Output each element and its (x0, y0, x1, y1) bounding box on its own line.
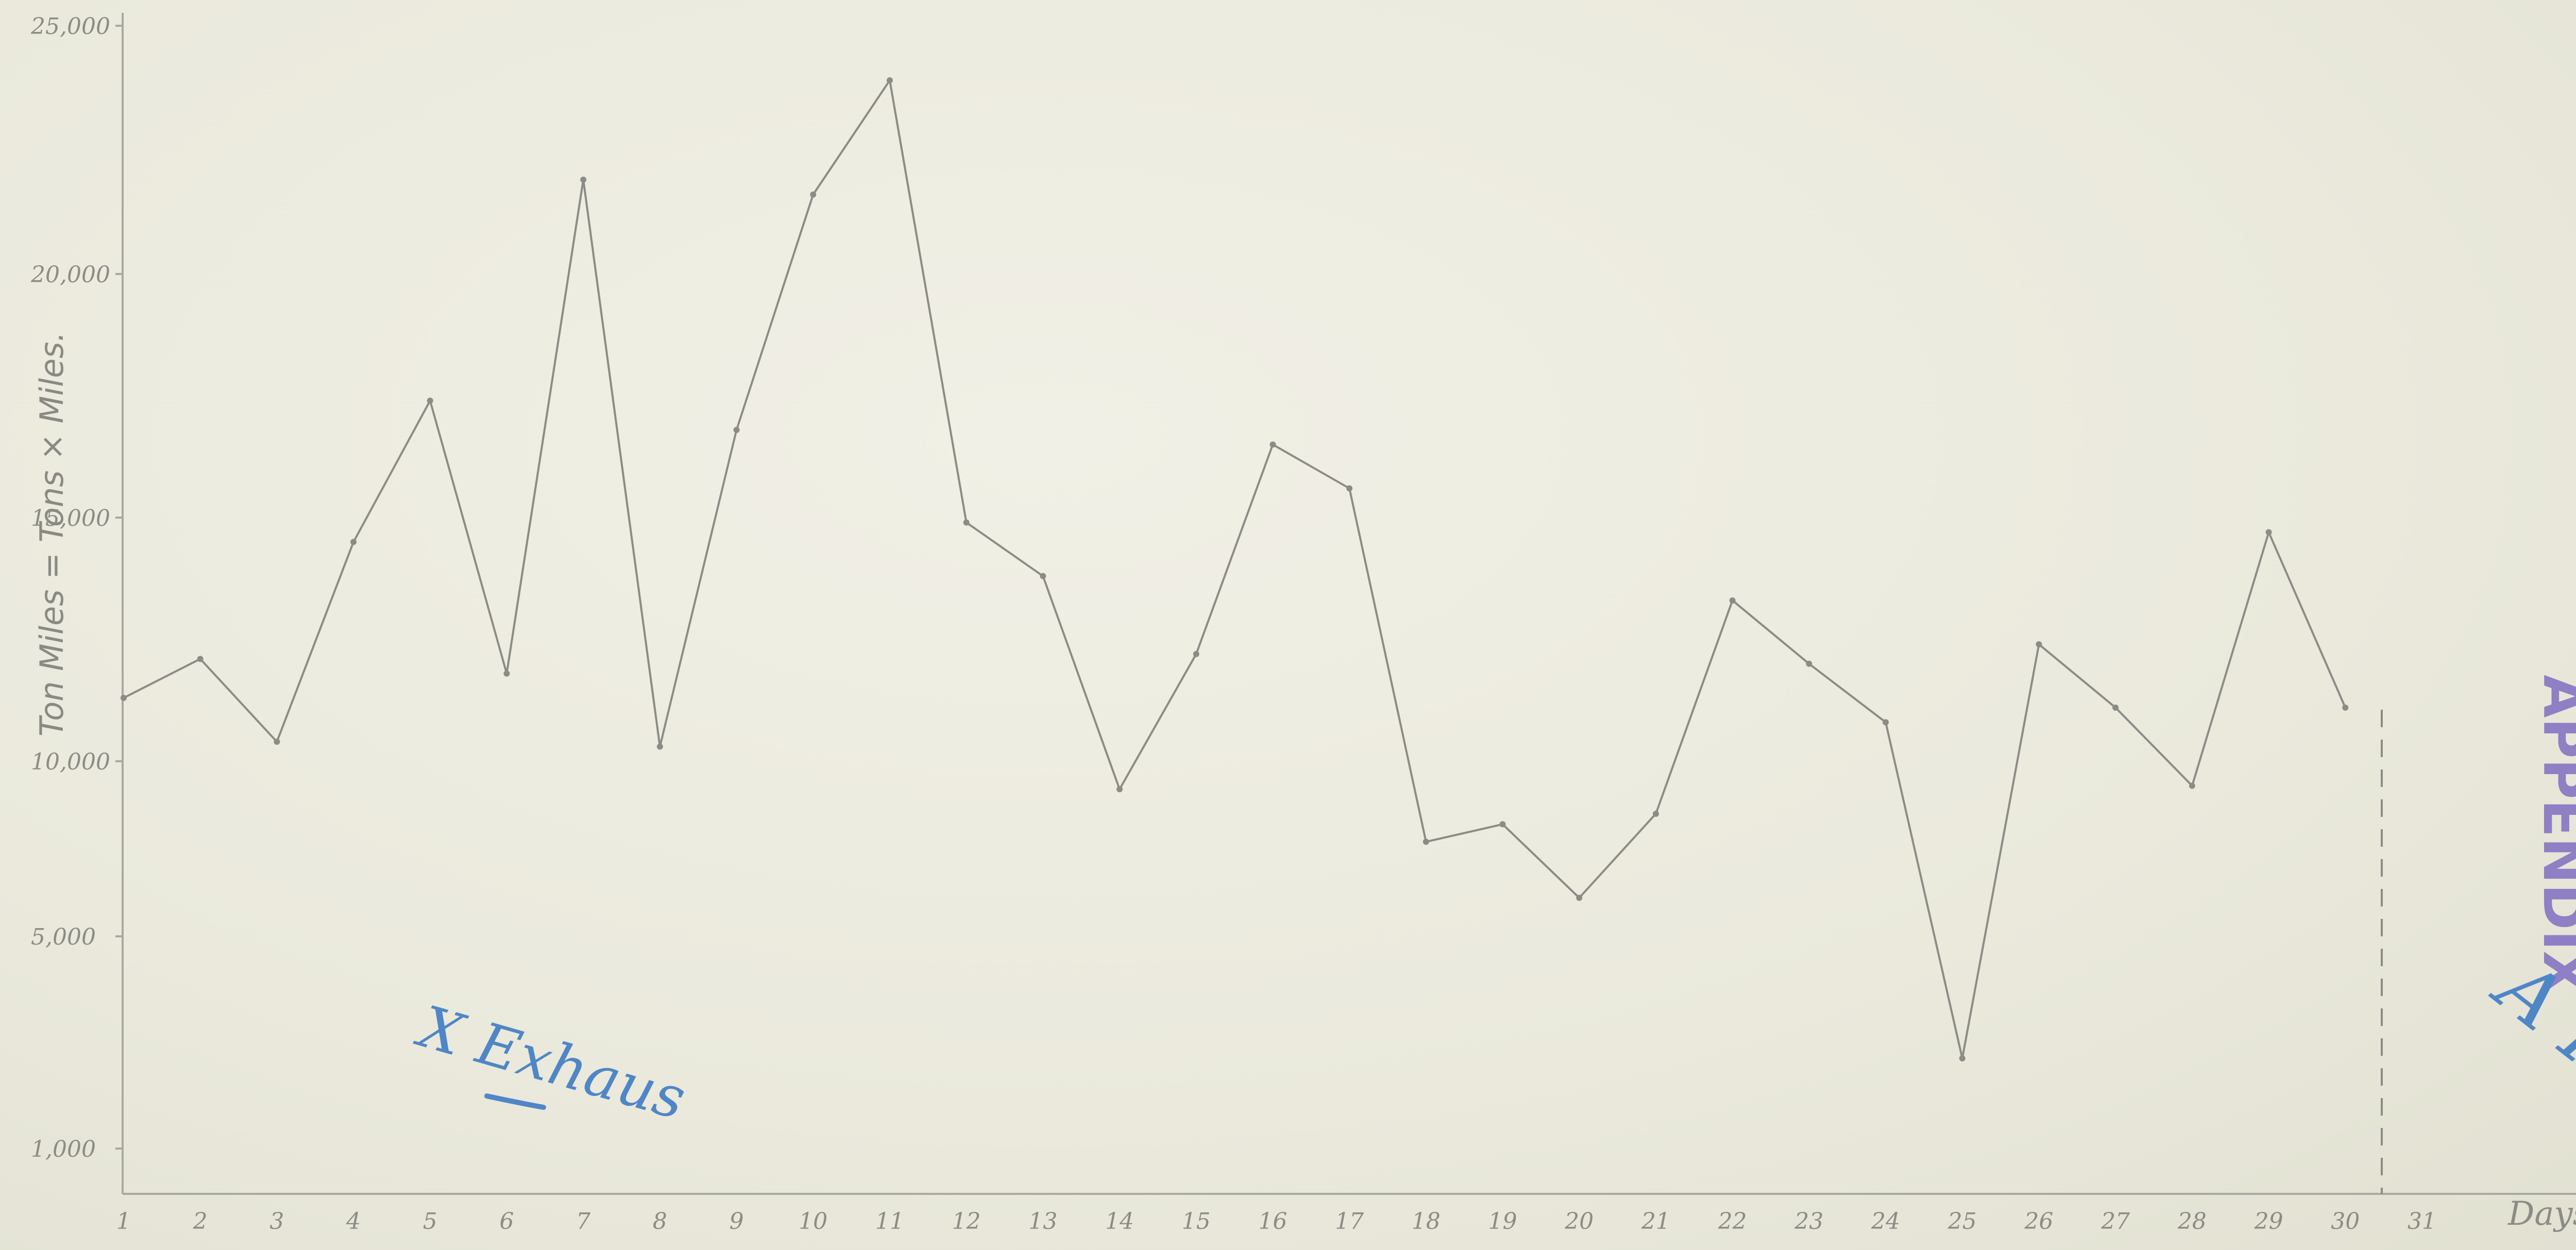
axis-labels: Ton Miles = Tons × Miles. Days. (33, 332, 2576, 1233)
data-point-day-1 (121, 695, 127, 701)
x-tick-label: 8 (653, 1208, 667, 1235)
y-tick-label: 1,000 (31, 1136, 96, 1162)
x-tick-label: 10 (799, 1208, 827, 1235)
data-point-day-15 (1193, 650, 1199, 657)
x-tick-label: 5 (423, 1208, 437, 1235)
x-tick-label: 18 (1412, 1208, 1440, 1235)
x-axis-label: Days. (2507, 1195, 2576, 1233)
data-point-day-24 (1883, 719, 1889, 726)
data-point-day-22 (1729, 597, 1736, 604)
x-tick-label: 6 (500, 1208, 514, 1235)
data-point-day-26 (2036, 641, 2042, 647)
data-point-day-23 (1806, 660, 1812, 667)
x-tick-label: 3 (269, 1208, 284, 1235)
y-axis-label: Ton Miles = Tons × Miles. (33, 332, 71, 737)
data-point-day-13 (1040, 573, 1046, 579)
data-point-day-27 (2112, 704, 2119, 711)
x-tick-label: 13 (1028, 1208, 1057, 1235)
x-tick-label: 28 (2177, 1208, 2207, 1235)
data-point-day-4 (350, 539, 357, 545)
data-point-day-18 (1422, 838, 1429, 845)
data-point-day-11 (887, 77, 893, 84)
x-tick-label: 27 (2100, 1208, 2130, 1235)
x-tick-labels: 1 2 3 4 5 6 7 8 9 10 11 12 13 14 15 16 17 18 19 20 21 22 23 24 2… (116, 1208, 2436, 1235)
x-tick-label: 22 (1718, 1208, 1747, 1235)
x-tick-label: 21 (1641, 1208, 1670, 1235)
data-point-day-2 (197, 656, 204, 662)
y-tick-label: 25,000 (30, 13, 110, 40)
x-tick-label: 16 (1259, 1208, 1287, 1235)
data-point-day-3 (274, 739, 280, 745)
x-tick-label: 1 (116, 1208, 131, 1235)
data-point-day-16 (1269, 441, 1276, 448)
x-tick-label: 30 (2331, 1208, 2360, 1235)
data-point-day-14 (1116, 786, 1123, 793)
data-point-day-6 (503, 670, 510, 677)
series-layer (121, 77, 2349, 1061)
data-point-day-20 (1576, 895, 1583, 901)
x-tick-label: 26 (2024, 1208, 2054, 1235)
x-tick-label: 17 (1335, 1208, 1364, 1235)
x-tick-label: 31 (2408, 1208, 2436, 1235)
data-point-day-9 (733, 426, 740, 433)
y-tick-labels: 25,000 20,000 15,000 10,000 5,000 1,000 (30, 13, 123, 1162)
x-tick-label: 15 (1182, 1208, 1211, 1235)
data-point-day-10 (810, 191, 817, 198)
x-tick-label: 12 (952, 1208, 981, 1235)
x-tick-label: 29 (2254, 1208, 2283, 1235)
axes (122, 13, 2576, 1195)
data-point-day-19 (1499, 821, 1506, 828)
x-tick-label: 24 (1871, 1208, 1900, 1235)
y-tick-label: 20,000 (30, 262, 110, 288)
exhaust-underline (484, 1093, 546, 1110)
x-tick-label: 4 (346, 1208, 361, 1235)
x-tick-label: 7 (576, 1208, 590, 1235)
x-tick-label: 20 (1564, 1208, 1594, 1235)
data-point-day-7 (580, 176, 587, 183)
y-tick-label: 15,000 (31, 505, 110, 532)
data-point-day-28 (2189, 782, 2195, 789)
x-tick-label: 23 (1794, 1208, 1823, 1235)
exhaust-note: X Exhaus (409, 992, 693, 1133)
data-point-day-5 (427, 397, 433, 404)
data-point-day-25 (1959, 1055, 1965, 1061)
data-point-day-12 (963, 519, 970, 526)
data-point-day-21 (1653, 811, 1659, 817)
x-tick-label: 2 (193, 1208, 208, 1235)
y-tick-label: 5,000 (31, 924, 96, 950)
x-tick-label: 25 (1947, 1208, 1977, 1235)
x-tick-label: 11 (875, 1208, 904, 1235)
data-point-day-29 (2265, 529, 2272, 536)
x-tick-label: 19 (1488, 1208, 1517, 1235)
data-point-day-30 (2342, 704, 2349, 711)
appendix-stamp: APPENDIX (2531, 675, 2576, 994)
appendix-number-note: A IX (2476, 939, 2576, 1118)
x-tick-label: 14 (1105, 1208, 1134, 1235)
x-tick-label: 9 (730, 1208, 744, 1235)
y-tick-label: 10,000 (31, 749, 110, 775)
data-point-day-8 (656, 743, 663, 750)
annotations: APPENDIX A IX X Exhaus (409, 675, 2576, 1133)
series-line (123, 79, 2347, 1059)
data-point-day-17 (1346, 485, 1353, 492)
